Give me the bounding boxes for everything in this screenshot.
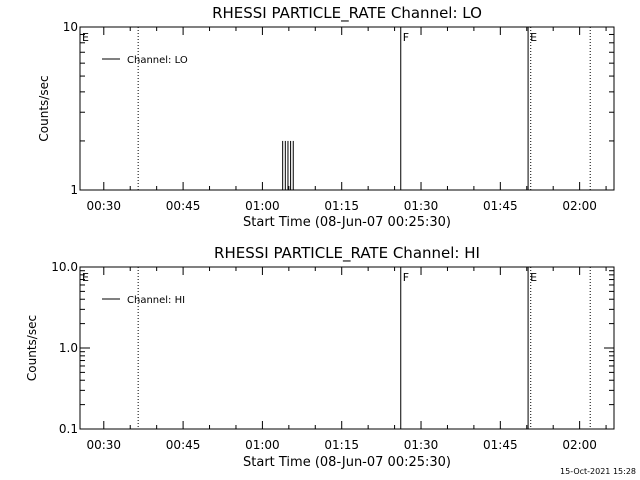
chart0-x-tick-label: 01:00: [245, 199, 280, 213]
chart0-title: RHESSI PARTICLE_RATE Channel: LO: [212, 4, 482, 23]
chart0-y-tick-label: 1: [70, 183, 78, 197]
chart1-y-tick-label: 10.0: [51, 260, 78, 274]
chart0-plot-frame: [79, 26, 615, 191]
chart1-title: RHESSI PARTICLE_RATE Channel: HI: [214, 244, 480, 263]
chart0-x-tick-label: 01:30: [404, 199, 439, 213]
chart1-plot-frame: [79, 266, 615, 430]
chart1-y-axis-label: Counts/sec: [25, 315, 39, 381]
chart1-x-tick-label: 00:45: [166, 438, 201, 452]
chart1-marker-label: E: [82, 271, 89, 284]
chart0-marker-label: E: [82, 31, 89, 44]
chart1-marker-label: E: [530, 271, 537, 284]
chart1-x-tick-label: 01:30: [404, 438, 439, 452]
chart1-x-tick-label: 02:00: [562, 438, 597, 452]
chart1-y-tick-label: 0.1: [59, 422, 78, 436]
chart0-x-tick-label: 02:00: [562, 199, 597, 213]
chart0-x-tick-label: 00:45: [166, 199, 201, 213]
chart1-x-tick-label: 01:15: [324, 438, 359, 452]
chart0-y-axis-label: Counts/sec: [37, 75, 51, 141]
chart1-x-tick-label: 00:30: [86, 438, 121, 452]
chart1-panel: RHESSI PARTICLE_RATE Channel: HI 00:30 00:…: [25, 244, 615, 470]
chart1-x-tick-label: 01:45: [483, 438, 518, 452]
chart0-x-tick-label: 01:45: [483, 199, 518, 213]
chart1-marker-label: F: [403, 271, 409, 284]
chart0-panel: RHESSI PARTICLE_RATE Channel: LO 00:30 00:…: [37, 4, 615, 230]
chart0-x-tick-label: 00:30: [86, 199, 121, 213]
chart1-y-tick-label: 1.0: [59, 341, 78, 355]
timestamp: 15-Oct-2021 15:28: [560, 467, 636, 476]
chart0-y-tick-label: 10: [63, 20, 78, 34]
chart1-x-tick-label: 01:00: [245, 438, 280, 452]
chart1-legend-label: Channel: HI: [127, 295, 185, 306]
chart0-marker-label: E: [530, 31, 537, 44]
chart0-x-tick-label: 01:15: [324, 199, 359, 213]
chart0-marker-label: F: [403, 31, 409, 44]
chart0-legend-label: Channel: LO: [127, 55, 188, 66]
chart0-x-axis-label: Start Time (08-Jun-07 00:25:30): [243, 215, 451, 230]
chart1-x-axis-label: Start Time (08-Jun-07 00:25:30): [243, 455, 451, 470]
